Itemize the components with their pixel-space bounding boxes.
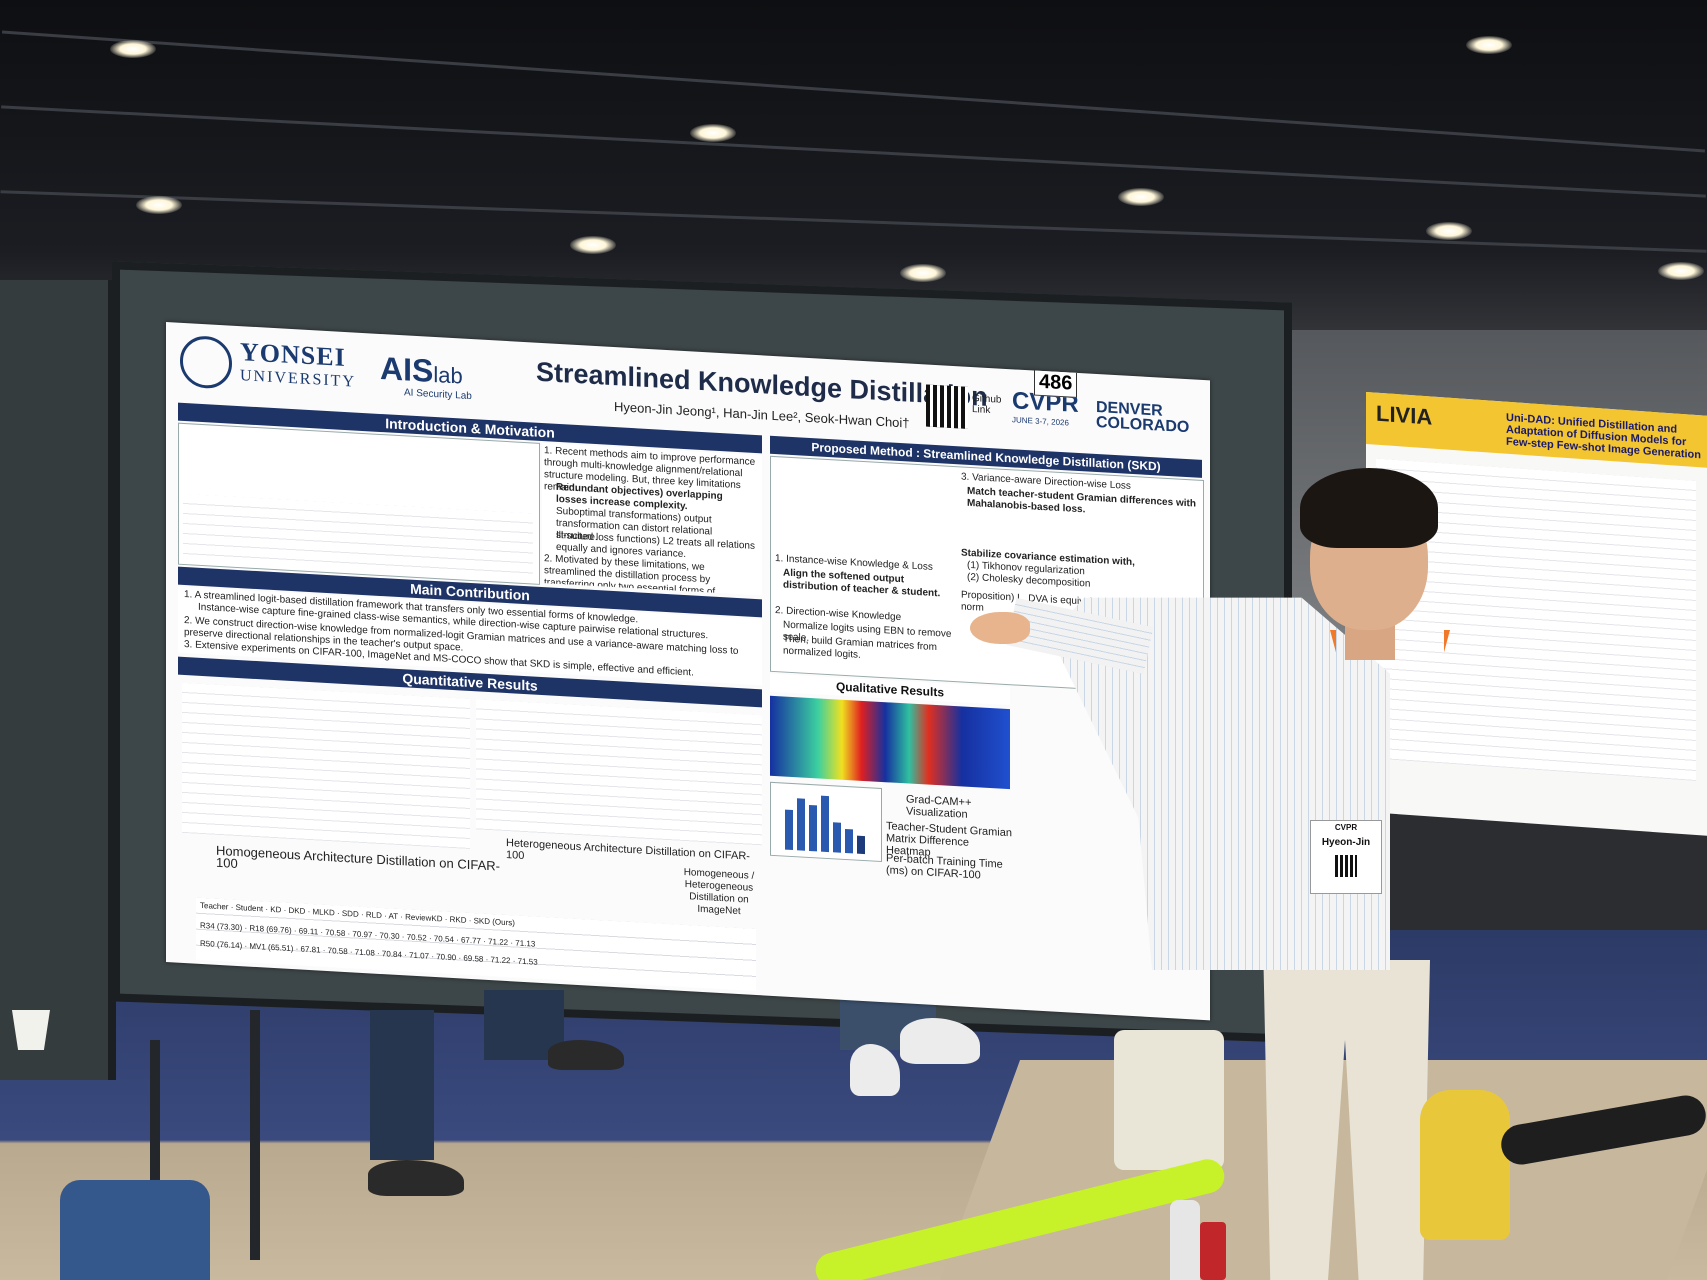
chart-bar	[809, 804, 817, 852]
lab-name: AIS	[380, 349, 434, 389]
github-qr-code	[926, 384, 968, 429]
ceiling-truss	[1, 105, 1706, 198]
cell: 71.22	[490, 955, 511, 966]
training-time-chart	[770, 781, 882, 863]
cell: 70.90	[436, 952, 457, 963]
col-skd: SKD (Ours)	[473, 916, 515, 928]
lab-suffix: lab	[433, 361, 463, 389]
comparison-table-rows	[183, 493, 533, 580]
col-at: AT	[388, 911, 399, 921]
col-rld: RLD	[365, 910, 382, 921]
cell: R18 (69.76)	[249, 923, 292, 936]
shoe	[850, 1044, 900, 1096]
board-leg	[250, 1010, 260, 1260]
neighbor-poster: LIVIA Uni-DAD: Unified Distillation and …	[1366, 391, 1707, 837]
cell: R50 (76.14)	[200, 938, 243, 951]
col-kd: KD	[270, 904, 282, 915]
left-poster-board	[0, 280, 116, 1080]
col-student: Student	[235, 902, 264, 914]
cell: 70.54	[433, 933, 454, 945]
soda-can	[1200, 1222, 1226, 1280]
yellow-bag	[1420, 1090, 1510, 1240]
ceiling-light	[136, 196, 182, 214]
paper-cup	[12, 1010, 50, 1050]
cell: 71.07	[409, 950, 430, 961]
chart-bar	[797, 798, 805, 851]
ceiling-light	[1426, 222, 1472, 240]
homogeneous-caption: Homogeneous Architecture Distillation on…	[216, 842, 500, 874]
water-bottle	[1170, 1200, 1200, 1280]
homogeneous-results-table	[182, 682, 470, 849]
university-subtitle: UNIVERSITY	[240, 367, 356, 391]
cell: 67.81	[300, 944, 321, 955]
intro-text: 1. Recent methods aim to improve perform…	[542, 443, 762, 596]
shoe	[368, 1160, 464, 1196]
presenter-hand	[970, 612, 1030, 644]
cell: 70.84	[381, 949, 402, 960]
poster-number: 486	[1034, 368, 1078, 398]
col-mlkd: MLKD	[312, 907, 335, 918]
lab-logo: AISlab	[380, 350, 463, 392]
badge-qr-code	[1335, 855, 1357, 877]
ceiling-light	[1466, 36, 1512, 54]
cell: 70.58	[325, 927, 346, 939]
cell: R34 (73.30)	[200, 920, 243, 933]
neighbor-lab-logo: LIVIA	[1376, 400, 1433, 430]
cell: 71.08	[354, 947, 375, 958]
shoe	[900, 1018, 980, 1064]
chart-bar	[821, 795, 829, 853]
ceiling-light	[690, 124, 736, 142]
imagenet-caption: Homogeneous / Heterogeneous Distillation…	[683, 866, 755, 918]
col-reviewkd: ReviewKD	[405, 912, 443, 924]
cell: 70.97	[352, 929, 373, 940]
col-sdd: SDD	[341, 908, 359, 919]
col-dkd: DKD	[288, 905, 306, 916]
ceiling-light	[570, 236, 616, 254]
ceiling-light	[900, 264, 946, 282]
name-badge: CVPR Hyeon-Jin	[1310, 820, 1382, 894]
heterogeneous-results-table	[476, 699, 762, 846]
ceiling-light	[1118, 188, 1164, 206]
university-name: YONSEI UNIVERSITY	[240, 337, 356, 394]
github-label: Github Link	[972, 393, 1002, 417]
board-leg	[150, 1040, 160, 1280]
gradcam-caption: Grad-CAM++ Visualization	[906, 793, 972, 821]
visitor-legs	[370, 1010, 434, 1160]
cell: MV1 (65.51)	[249, 941, 294, 954]
cell: 71.53	[517, 956, 538, 967]
cell: 69.58	[463, 953, 484, 964]
cell: 70.58	[327, 946, 348, 957]
conference-location: DENVER COLORADO	[1096, 398, 1190, 437]
yonsei-seal-logo	[180, 334, 232, 390]
presenter-hair	[1300, 468, 1438, 548]
cell: 71.22	[488, 937, 509, 948]
badge-name: Hyeon-Jin	[1321, 837, 1371, 848]
cell: 70.30	[379, 930, 400, 942]
conference-date: JUNE 3-7, 2026	[1012, 415, 1069, 428]
shoe	[548, 1040, 624, 1070]
ceiling-light	[110, 40, 156, 58]
gradcam-visualization	[770, 695, 1010, 790]
neighbor-poster-title: Uni-DAD: Unified Distillation and Adapta…	[1506, 411, 1701, 462]
tote-bag	[1114, 1030, 1224, 1170]
poster-title: Streamlined Knowledge Distillation	[536, 356, 988, 412]
col-teacher: Teacher	[200, 900, 229, 912]
research-poster: YONSEI UNIVERSITY AISlab AI Security Lab…	[166, 322, 1210, 1021]
badge-event: CVPR	[1334, 823, 1358, 832]
cell: 70.52	[406, 932, 427, 943]
ceiling-light	[1658, 262, 1704, 280]
backpack	[60, 1180, 210, 1280]
cell: 67.77	[460, 935, 481, 946]
chart-bar	[845, 828, 853, 854]
chart-bar	[833, 822, 841, 853]
cell: 71.13	[515, 938, 536, 949]
chart-bar	[785, 809, 793, 851]
col-rkd: RKD	[449, 914, 467, 925]
comparison-table	[178, 422, 540, 585]
ceiling-truss	[1, 30, 1706, 153]
chart-bar	[857, 835, 865, 855]
cell: 69.11	[298, 926, 319, 937]
